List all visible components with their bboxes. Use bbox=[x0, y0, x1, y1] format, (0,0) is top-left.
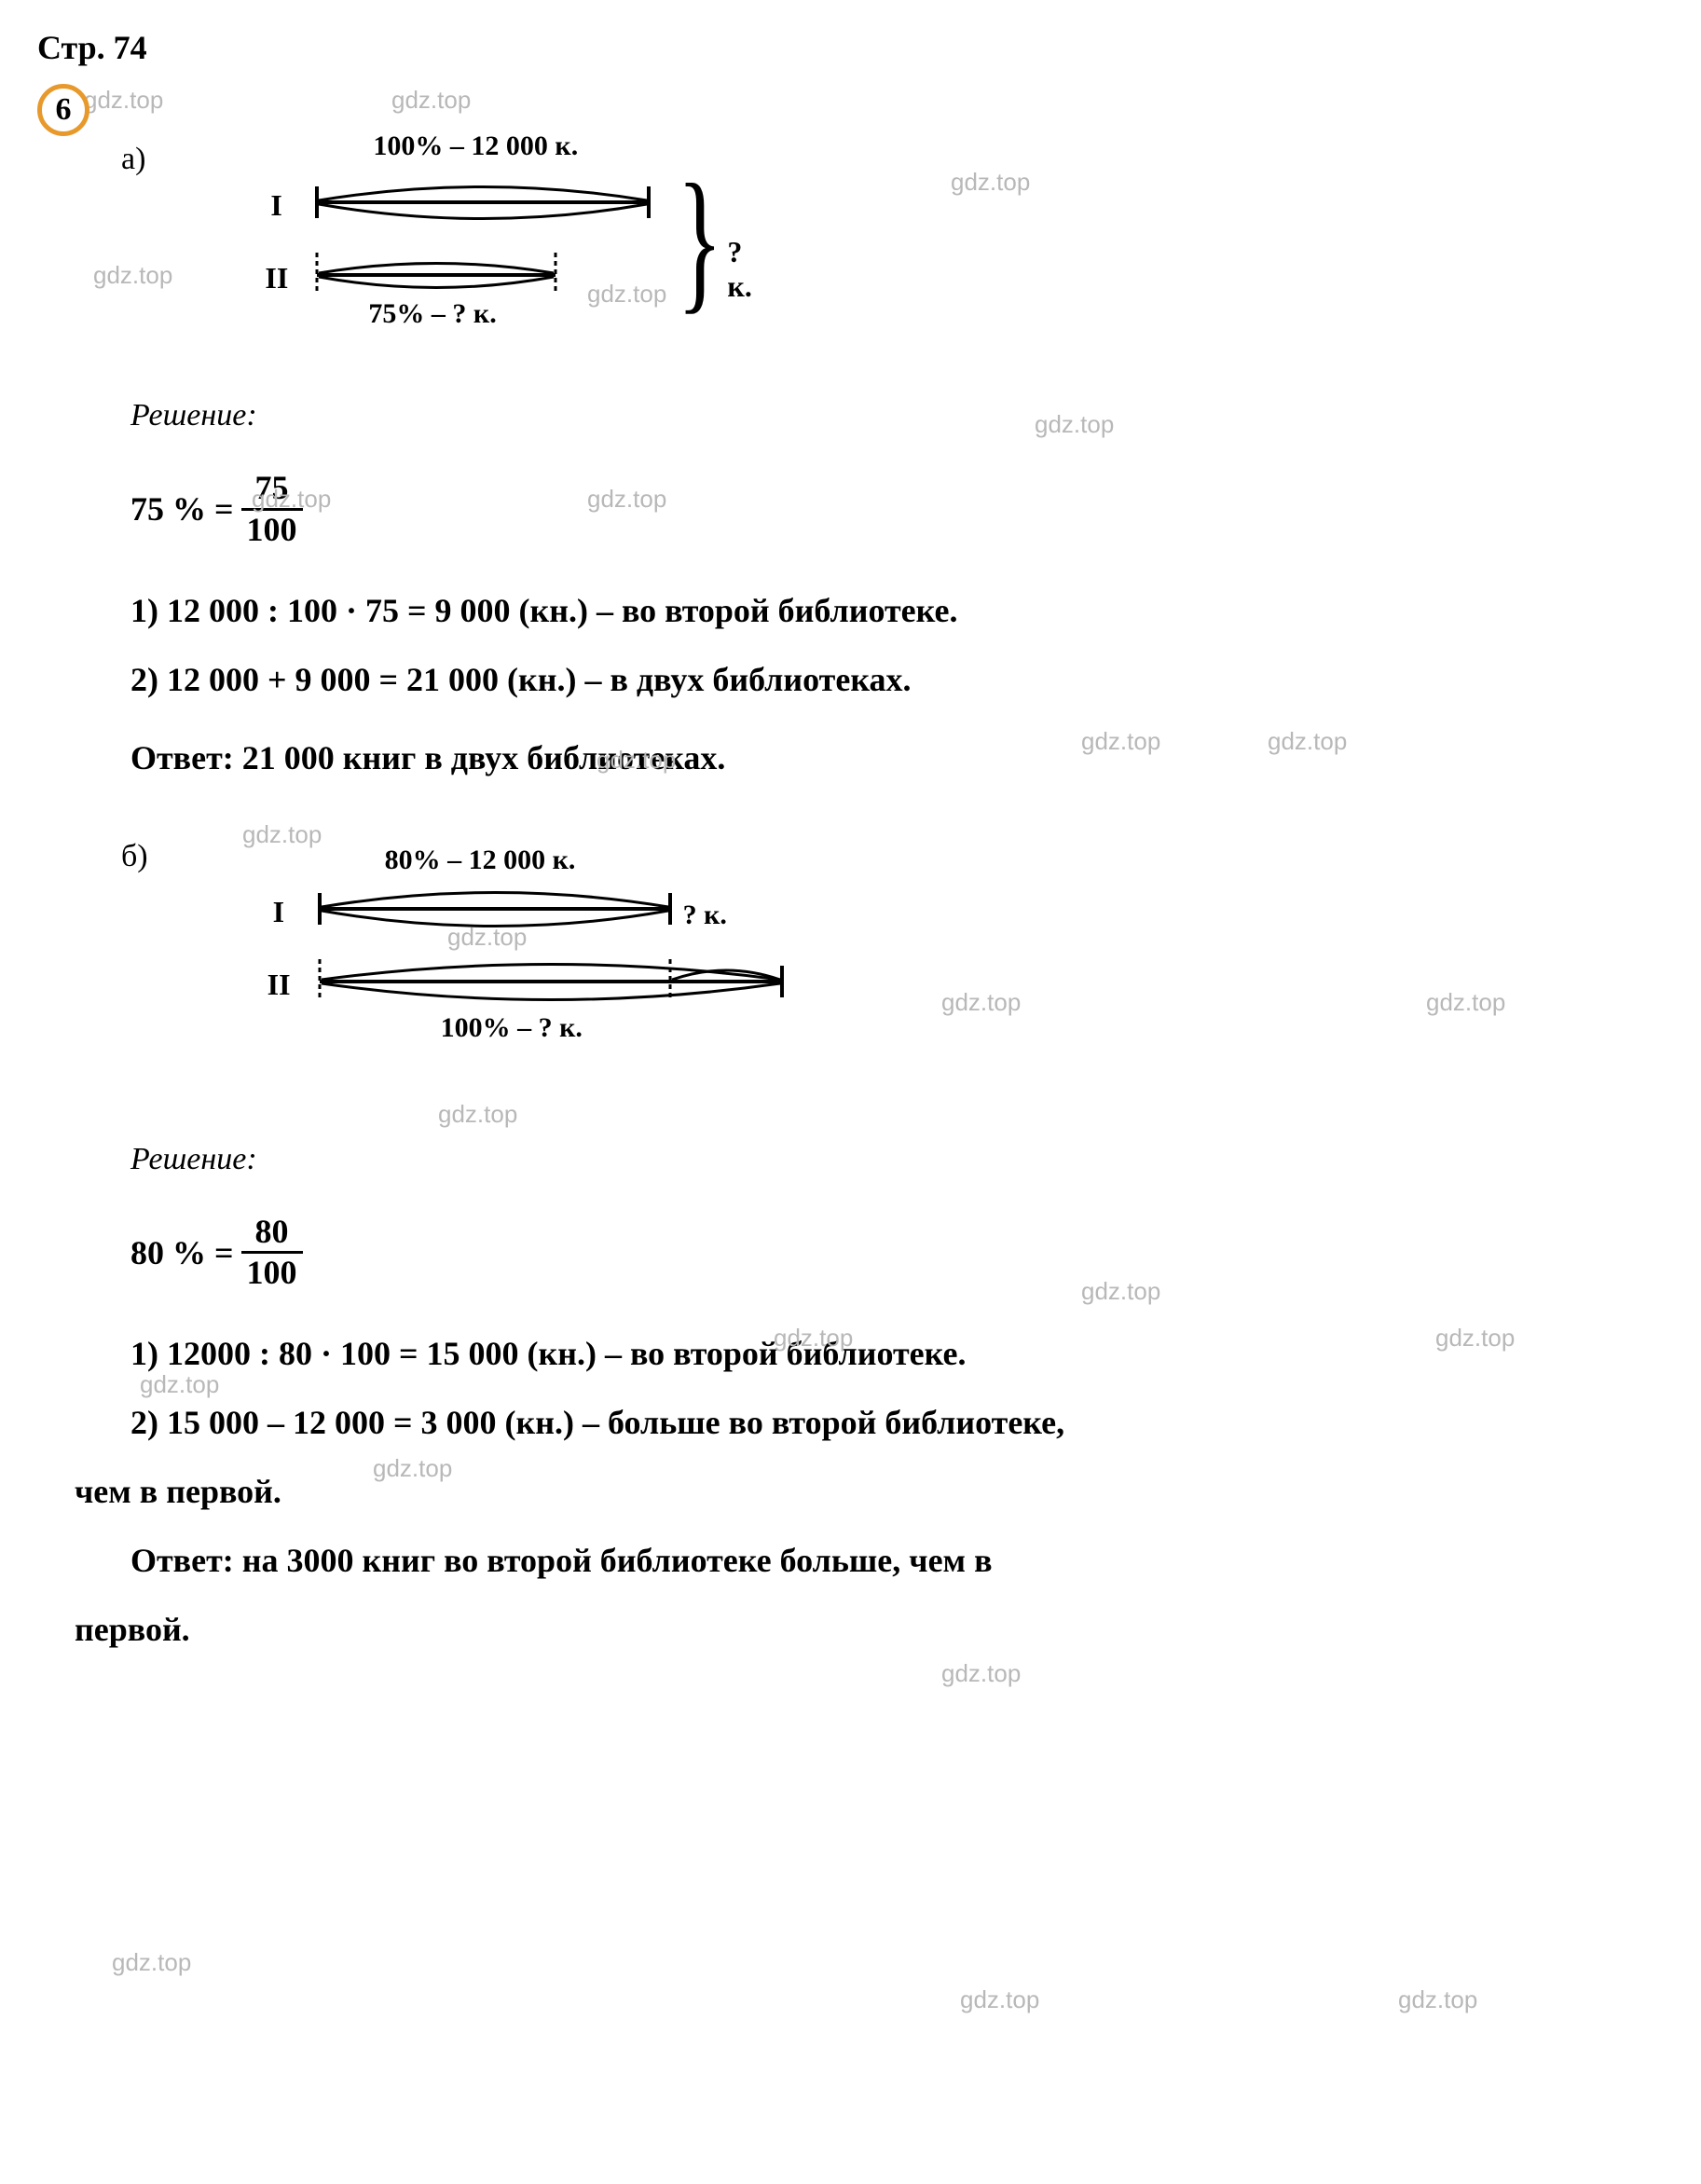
watermark-text: gdz.top bbox=[1398, 1985, 1477, 2014]
formula-a-lhs: 75 % = bbox=[130, 489, 234, 529]
diagram-b: 80% – 12 000 к. I II 100% – ? к. bbox=[273, 848, 851, 1081]
answer-b-line1: Ответ: на 3000 книг во второй библиотеке… bbox=[130, 1535, 1664, 1586]
diagram-a-bar2 bbox=[315, 252, 557, 298]
fraction-a: 75 100 bbox=[241, 471, 303, 548]
diagram-b-bar1 bbox=[318, 886, 672, 932]
problem-number-badge: 6 bbox=[37, 84, 89, 136]
fraction-b: 80 100 bbox=[241, 1215, 303, 1292]
fraction-b-den: 100 bbox=[241, 1251, 303, 1291]
diagram-a-top-label: 100% – 12 000 к. bbox=[373, 130, 578, 162]
diagram-a-question: ? к. bbox=[727, 235, 774, 304]
diagram-a: 100% – 12 000 к. I II 75% – ? к. } ? к. bbox=[270, 142, 774, 356]
step-a2: 2) 12 000 + 9 000 = 21 000 (кн.) – в дву… bbox=[130, 654, 1664, 705]
fraction-b-num: 80 bbox=[250, 1215, 295, 1252]
step-a1: 1) 12 000 : 100 · 75 = 9 000 (кн.) – во … bbox=[130, 585, 1664, 636]
part-a-label: а) bbox=[121, 142, 145, 177]
solution-header-a: Решение: bbox=[130, 398, 1664, 433]
diagram-a-bar1 bbox=[315, 179, 651, 226]
formula-b: 80 % = 80 100 bbox=[130, 1215, 1664, 1292]
step-b1: 1) 12000 : 80 · 100 = 15 000 (кн.) – во … bbox=[130, 1328, 1664, 1379]
watermark-text: gdz.top bbox=[941, 1659, 1021, 1688]
watermark-text: gdz.top bbox=[960, 1985, 1039, 2014]
watermark-text: gdz.top bbox=[438, 1100, 517, 1129]
fraction-a-num: 75 bbox=[250, 471, 295, 508]
answer-b-line2: первой. bbox=[75, 1604, 1664, 1655]
diagram-a-row1: I bbox=[270, 188, 281, 223]
solution-header-b: Решение: bbox=[130, 1142, 1664, 1177]
diagram-a-row2: II bbox=[265, 261, 288, 295]
formula-a: 75 % = 75 100 bbox=[130, 471, 1664, 548]
formula-b-lhs: 80 % = bbox=[130, 1233, 234, 1272]
diagram-b-row1: I bbox=[273, 895, 284, 929]
brace-icon: } bbox=[678, 160, 723, 319]
page-number: Стр. 74 bbox=[37, 28, 1664, 67]
diagram-b-row2: II bbox=[267, 968, 291, 1002]
part-b-label: б) bbox=[121, 839, 148, 874]
answer-a: Ответ: 21 000 книг в двух библиотеках. bbox=[130, 733, 1664, 783]
diagram-a-bottom-label: 75% – ? к. bbox=[368, 298, 496, 330]
fraction-a-den: 100 bbox=[241, 508, 303, 548]
diagram-b-question: ? к. bbox=[683, 900, 727, 931]
step-b2-line1: 2) 15 000 – 12 000 = 3 000 (кн.) – больш… bbox=[130, 1397, 1664, 1448]
diagram-b-bottom-label: 100% – ? к. bbox=[441, 1012, 583, 1044]
step-b2-line2: чем в первой. bbox=[75, 1466, 1664, 1517]
watermark-text: gdz.top bbox=[112, 1948, 191, 1977]
diagram-b-top-label: 80% – 12 000 к. bbox=[385, 845, 576, 876]
diagram-b-bar2 bbox=[318, 958, 784, 1010]
